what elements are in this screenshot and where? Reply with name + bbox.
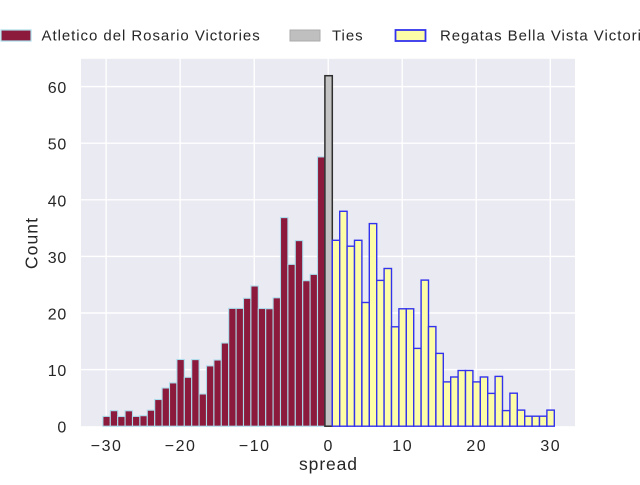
svg-text:10: 10	[392, 438, 413, 455]
svg-text:60: 60	[48, 80, 67, 97]
svg-text:−10: −10	[239, 438, 271, 455]
svg-text:10: 10	[48, 363, 67, 380]
svg-text:−30: −30	[91, 438, 123, 455]
svg-text:20: 20	[48, 307, 67, 324]
svg-text:30: 30	[48, 250, 67, 267]
svg-text:30: 30	[540, 438, 561, 455]
svg-text:40: 40	[48, 193, 67, 210]
svg-text:Atletico del Rosario Victories: Atletico del Rosario Victories	[42, 28, 261, 45]
svg-text:0: 0	[57, 420, 67, 437]
svg-text:20: 20	[466, 438, 487, 455]
svg-text:50: 50	[48, 137, 67, 154]
svg-text:Count: Count	[22, 217, 42, 269]
svg-text:0: 0	[323, 438, 333, 455]
svg-text:spread: spread	[299, 454, 358, 474]
svg-text:Regatas Bella Vista Victories: Regatas Bella Vista Victories	[440, 28, 640, 45]
svg-text:−20: −20	[165, 438, 197, 455]
svg-text:Ties: Ties	[332, 28, 364, 45]
